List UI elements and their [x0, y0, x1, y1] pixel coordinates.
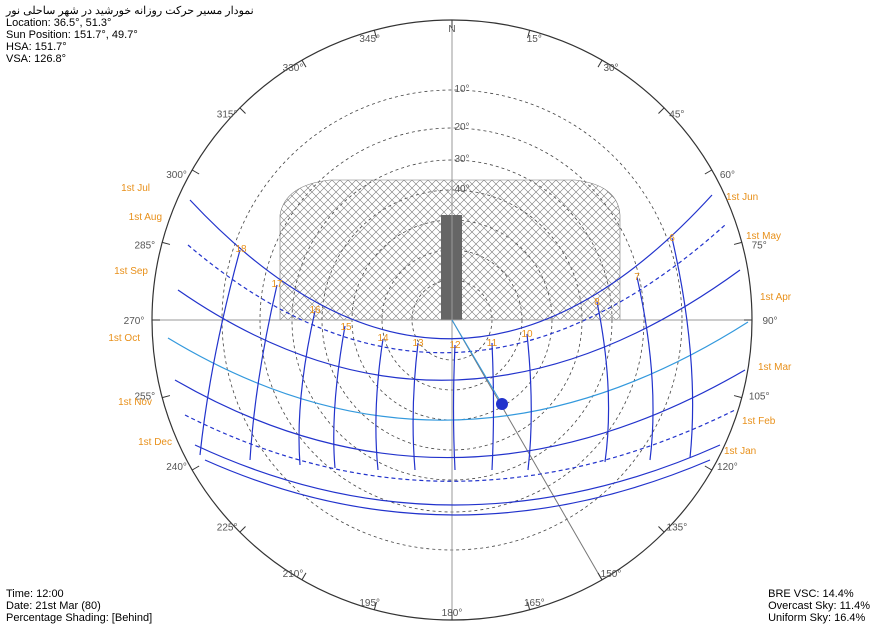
- hour-label: 12: [449, 340, 461, 351]
- altitude-label: 40°: [454, 184, 469, 195]
- info-bottom-right: BRE VSC: 14.4% Overcast Sky: 11.4% Unifo…: [768, 588, 870, 624]
- hour-label: 18: [235, 244, 247, 255]
- azimuth-label: 30°: [603, 63, 618, 74]
- azimuth-tick: [301, 572, 307, 581]
- hour-label: 17: [271, 279, 283, 290]
- hsa-line: [451, 319, 603, 581]
- altitude-label: 30°: [454, 154, 469, 165]
- month-label: 1st Mar: [758, 362, 792, 373]
- azimuth-label: 285°: [134, 240, 155, 251]
- azimuth-label: N: [448, 24, 455, 35]
- month-label: 1st Aug: [129, 212, 162, 223]
- info-top: نمودار مسیر حرکت روزانه خورشید در شهر سا…: [6, 5, 254, 65]
- month-label: 1st Feb: [742, 416, 776, 427]
- time: Time: 12:00: [6, 588, 64, 600]
- hour-label: 11: [487, 338, 498, 349]
- azimuth-label: 135°: [667, 522, 688, 533]
- azimuth-tick: [191, 465, 200, 471]
- azimuth-tick: [704, 465, 713, 471]
- azimuth-tick: [597, 59, 603, 68]
- azimuth-label: 120°: [717, 462, 738, 473]
- month-label: 1st Jul: [121, 183, 150, 194]
- uniform: Uniform Sky: 16.4%: [768, 612, 866, 624]
- azimuth-label: 15°: [527, 34, 542, 45]
- hour-label: 6: [669, 233, 675, 244]
- azimuth-label: 240°: [166, 462, 187, 473]
- azimuth-tick: [733, 241, 742, 245]
- azimuth-tick: [527, 30, 531, 39]
- hsa: HSA: 151.7°: [6, 41, 67, 53]
- azimuth-label: 345°: [359, 34, 380, 45]
- date: Date: 21st Mar (80): [6, 600, 101, 612]
- altitude-label: 10°: [454, 84, 469, 95]
- hour-label: 16: [309, 305, 321, 316]
- hour-label: 14: [377, 333, 389, 344]
- azimuth-tick: [704, 169, 713, 175]
- hour-label: 13: [412, 338, 424, 349]
- vsa: VSA: 126.8°: [6, 53, 67, 65]
- azimuth-label: 165°: [524, 598, 545, 609]
- azimuth-tick: [733, 395, 742, 399]
- vsc: BRE VSC: 14.4%: [768, 588, 854, 600]
- azimuth-label: 90°: [762, 316, 777, 327]
- azimuth-tick: [658, 526, 665, 533]
- sun-position: Sun Position: 151.7°, 49.7°: [6, 29, 138, 41]
- azimuth-label: 60°: [720, 170, 735, 181]
- azimuth-label: 195°: [359, 598, 380, 609]
- sun-paths: [167, 194, 749, 516]
- altitude-label: 20°: [454, 122, 469, 133]
- azimuth-label: 105°: [749, 392, 770, 403]
- azimuth-tick: [191, 169, 200, 175]
- azimuth-tick: [373, 30, 377, 39]
- azimuth-tick: [239, 107, 246, 114]
- sun: [496, 398, 508, 410]
- azimuth-tick: [597, 572, 603, 581]
- info-bottom-left: Time: 12:00 Date: 21st Mar (80) Percenta…: [6, 588, 152, 624]
- month-label: 1st Apr: [760, 292, 792, 303]
- overcast: Overcast Sky: 11.4%: [768, 600, 870, 612]
- azimuth-tick: [527, 601, 531, 610]
- title: نمودار مسیر حرکت روزانه خورشید در شهر سا…: [6, 5, 254, 17]
- month-label: 1st Sep: [114, 266, 148, 277]
- month-label: 1st Oct: [108, 333, 140, 344]
- azimuth-label: 150°: [601, 569, 622, 580]
- azimuth-tick: [658, 107, 665, 114]
- hour-label: 15: [340, 322, 352, 333]
- azimuth-tick: [373, 601, 377, 610]
- month-label: 1st Jan: [724, 446, 756, 457]
- azimuth-tick: [162, 395, 171, 399]
- azimuth-tick: [239, 526, 246, 533]
- azimuth-label: 180°: [442, 608, 463, 619]
- azimuth-label: 210°: [283, 569, 304, 580]
- azimuth-label: 75°: [752, 240, 767, 251]
- labels: N 15° 30° 45° 60° 75° 90° 105° 120° 135° 150° 165° 1…: [108, 20, 792, 620]
- azimuth-label: 45°: [669, 110, 684, 121]
- azimuth-label: 330°: [283, 63, 304, 74]
- azimuth-label: 255°: [134, 392, 155, 403]
- month-label: 1st Dec: [138, 437, 172, 448]
- month-label: 1st Nov: [118, 397, 152, 408]
- azimuth-label: 300°: [166, 170, 187, 181]
- hour-label: 10: [521, 329, 533, 340]
- sun-ray: [451, 319, 503, 405]
- hour-label: 7: [634, 272, 640, 283]
- azimuth-label: 315°: [217, 110, 238, 121]
- azimuth-tick: [162, 241, 171, 245]
- azimuth-label: 270°: [124, 316, 145, 327]
- month-label: 1st Jun: [726, 192, 758, 203]
- azimuth-tick: [301, 59, 307, 68]
- shading: Percentage Shading: [Behind]: [6, 612, 153, 624]
- hour-label: 8: [594, 297, 600, 308]
- azimuth-label: 225°: [217, 522, 238, 533]
- month-label: 1st May: [746, 231, 781, 242]
- location: Location: 36.5°, 51.3°: [6, 17, 112, 29]
